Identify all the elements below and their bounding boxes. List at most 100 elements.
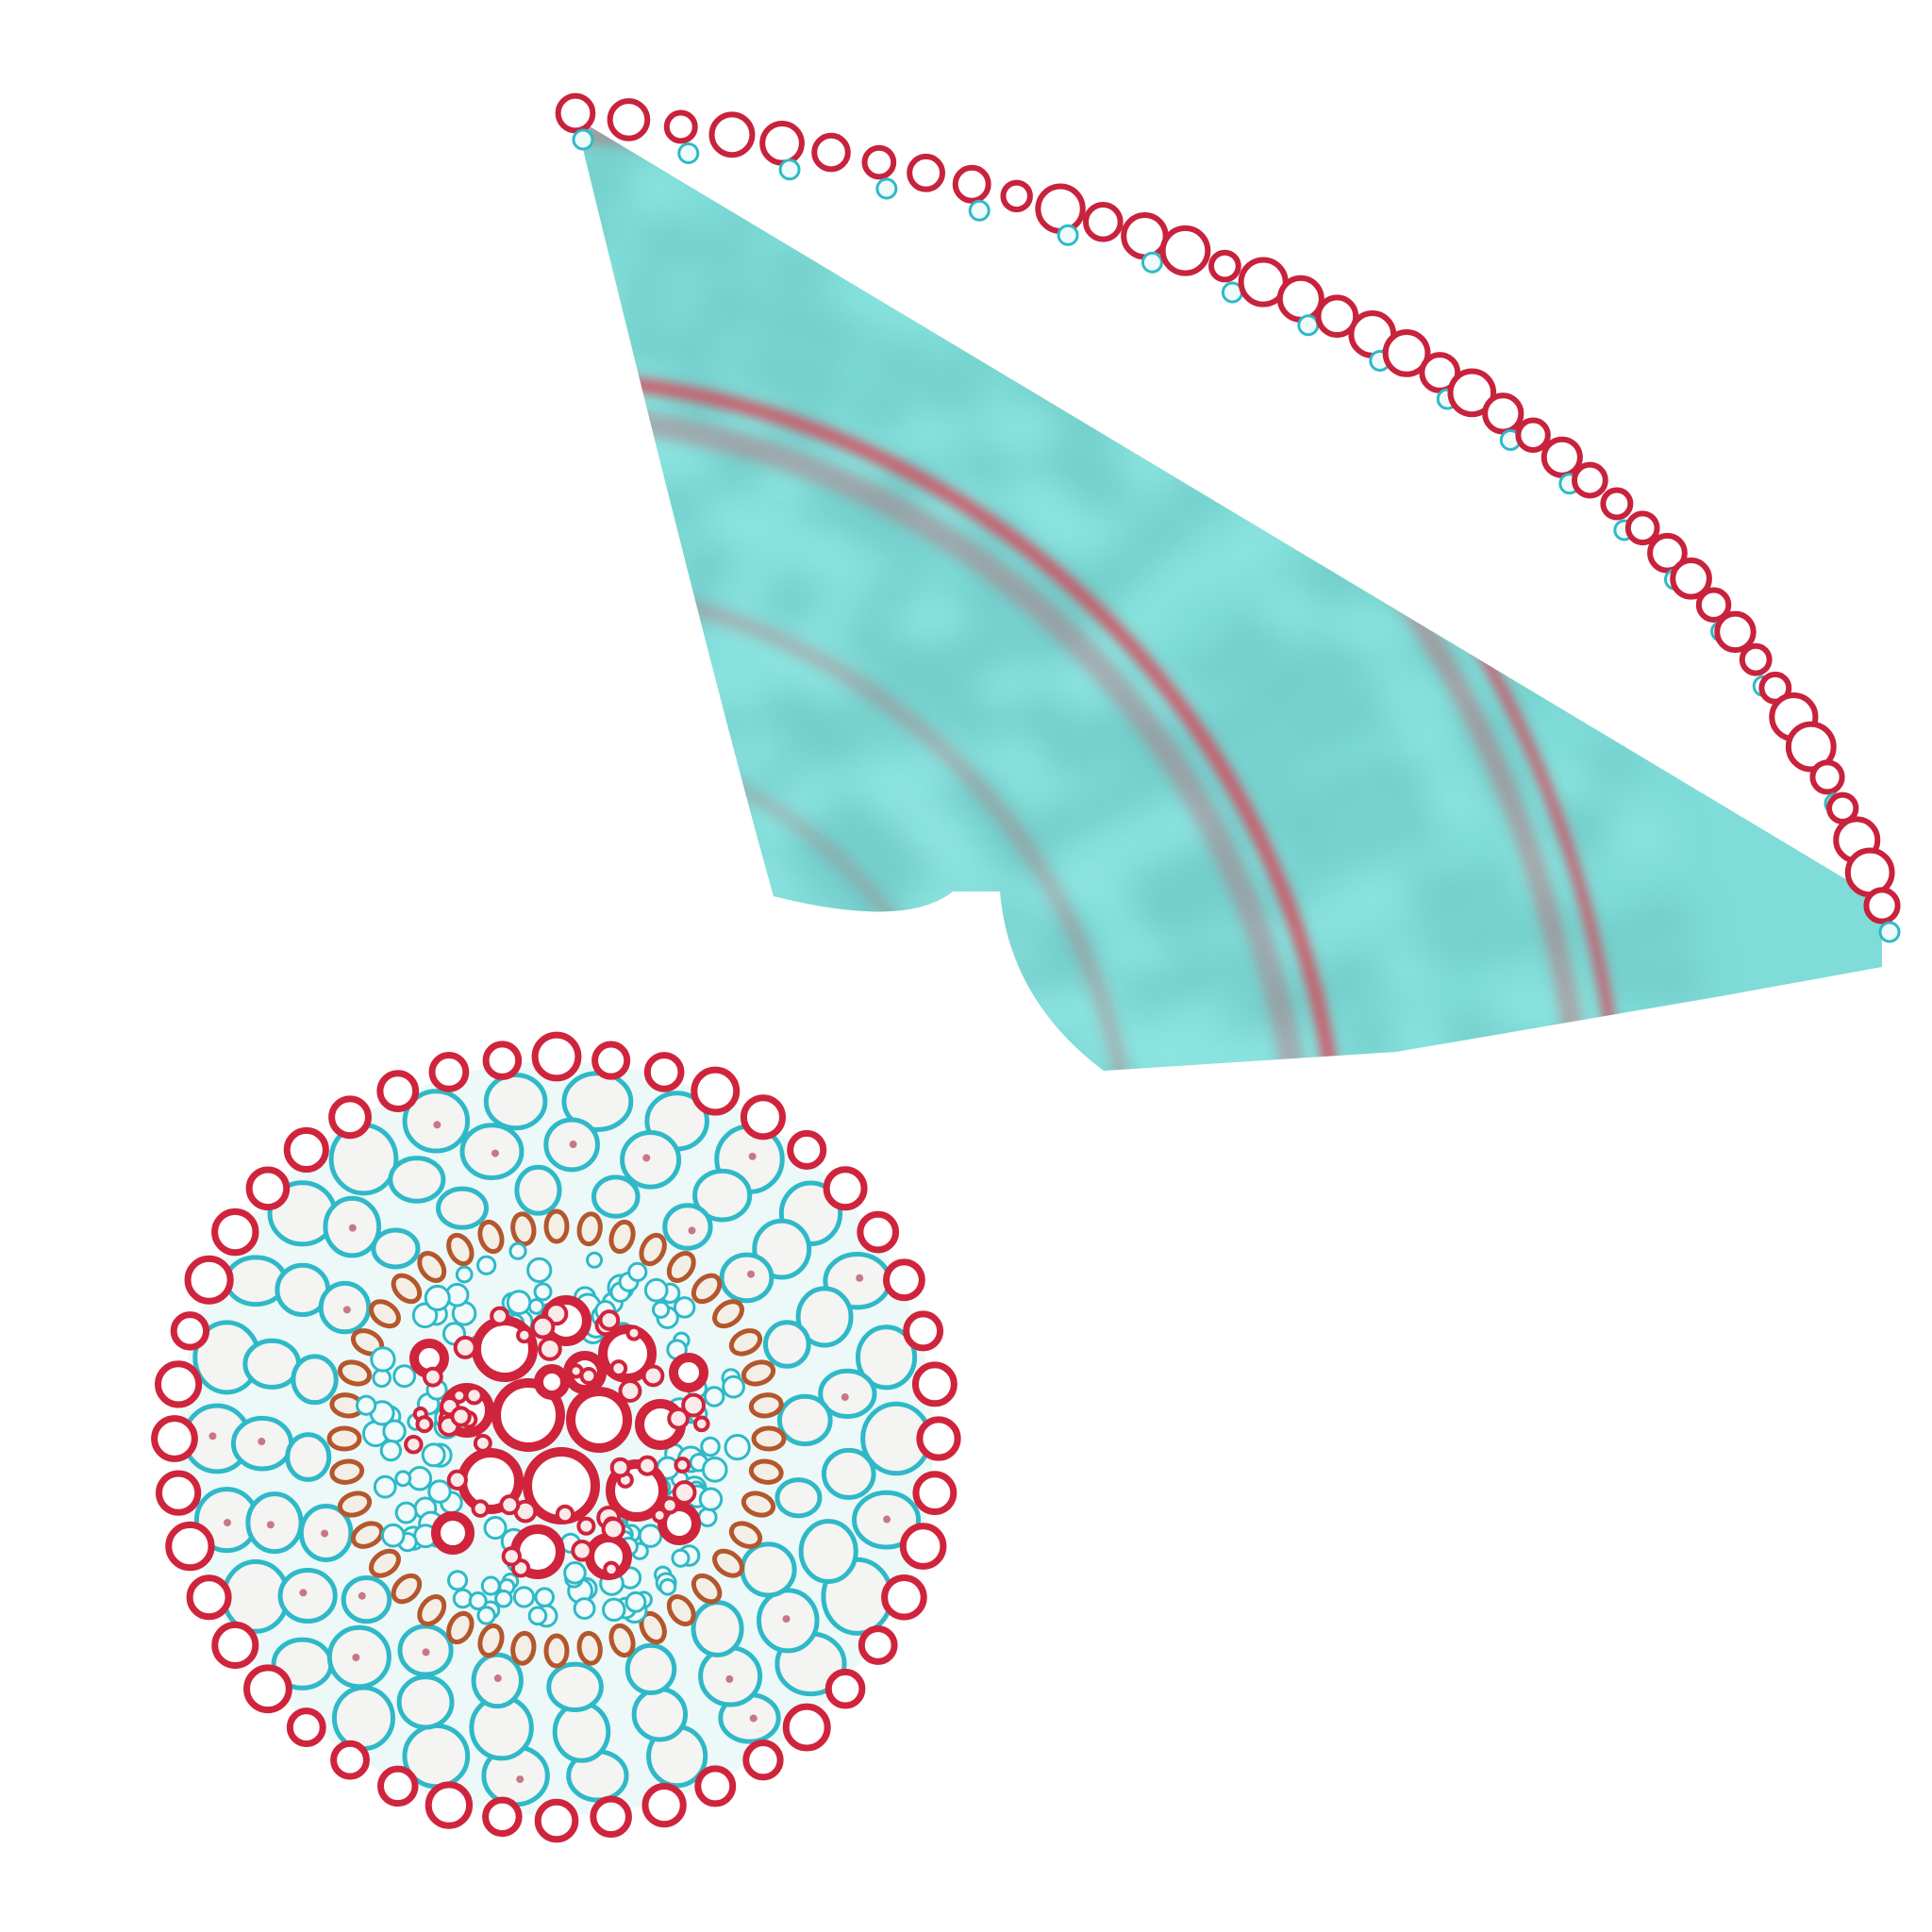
- cortex-cell: [1382, 952, 1433, 990]
- cortex-cell: [695, 282, 763, 329]
- cortex-cell: [605, 9, 654, 47]
- cortex-cell: [907, 1001, 963, 1047]
- cortex-cell: [1162, 407, 1219, 447]
- cortex-cell: [424, 315, 485, 361]
- cortex-cell: [963, 267, 1015, 314]
- endodermis-cell: [477, 1219, 505, 1255]
- cortex-cell: [575, 887, 579, 926]
- protoxylem-cell: [625, 1324, 642, 1341]
- cortex-cell: [501, 675, 571, 723]
- protoxylem-cell: [516, 1326, 533, 1344]
- endodermis-cell: [691, 1273, 723, 1305]
- cortex-cell: [285, 1432, 332, 1482]
- protoxylem-cell: [453, 1335, 477, 1359]
- cortex-cell: [1211, 531, 1277, 575]
- cortex-cell: [774, 1477, 823, 1519]
- starch-grain: [841, 1393, 849, 1402]
- cortex-cell: [736, 1013, 794, 1055]
- cortex-cell: [976, 1049, 1034, 1071]
- phloem-cell: [526, 1257, 553, 1283]
- epidermal-cell: [1739, 642, 1773, 676]
- cortex-cell: [1266, 794, 1329, 842]
- cortex-cell: [1399, 722, 1468, 763]
- phloem-cell: [563, 1561, 587, 1585]
- cortex-cell: [985, 1182, 1053, 1224]
- cortex-cell: [546, 1661, 604, 1712]
- protoxylem-cell: [598, 1309, 621, 1331]
- cortex-cell: [1397, 1142, 1471, 1179]
- cortex-cell: [1323, 689, 1393, 733]
- cortex-cell: [490, 780, 562, 824]
- cortex-cell: [1663, 1134, 1722, 1176]
- cortex-cell: [1094, 934, 1166, 974]
- hypodermal-cell: [875, 177, 898, 200]
- cortex-cell: [1070, 466, 1132, 508]
- phloem-cell: [421, 1442, 446, 1468]
- epidermal-cell: [782, 1703, 831, 1752]
- protoxylem-cell: [450, 1406, 472, 1427]
- xylem-vessel: [669, 1353, 708, 1392]
- cortex-cell: [956, 449, 1017, 488]
- cortex-cell: [595, 741, 647, 778]
- cortex-cell: [610, 908, 675, 952]
- cortex-cell: [1615, 1211, 1665, 1257]
- cortex-cell: [580, 790, 637, 831]
- epidermal-cell: [1647, 532, 1688, 574]
- cortex-cell: [1311, 409, 1374, 449]
- phloem-cell: [701, 1457, 728, 1483]
- cortex-cell: [933, 1217, 996, 1251]
- cortex-cell: [821, 1059, 873, 1071]
- epidermal-cell: [1785, 721, 1837, 773]
- cortex-cell: [1295, 555, 1368, 600]
- cortex-cell: [795, 1286, 854, 1348]
- cortex-cell: [1260, 591, 1321, 627]
- cortex-cell: [496, 888, 558, 923]
- cortex-cell: [877, 1127, 949, 1168]
- phloem-cell: [638, 1524, 663, 1548]
- cortex-cell: [1107, 816, 1157, 859]
- cortex-cell: [1628, 898, 1696, 945]
- epidermal-cell: [376, 1765, 419, 1807]
- cortex-cell: [671, 821, 740, 869]
- cortex-cell: [575, 789, 620, 824]
- protoxylem-cell: [660, 1496, 679, 1515]
- cortex-cell: [331, 1685, 396, 1752]
- cortex-cell: [809, 317, 862, 357]
- endodermis-cell: [728, 1521, 763, 1549]
- cortex-cell: [795, 1019, 863, 1065]
- phloem-cell: [534, 1587, 555, 1607]
- starch-grain: [749, 1714, 758, 1723]
- cortex-cell: [371, 1227, 421, 1270]
- epidermal-cell: [151, 1415, 198, 1462]
- cortex-cell: [1290, 1262, 1358, 1310]
- phloem-cell: [651, 1300, 671, 1319]
- cortex-cell: [452, 418, 508, 463]
- cortex-cell: [1497, 1275, 1566, 1314]
- phloem-cell: [394, 1501, 418, 1524]
- epidermal-cell: [531, 1031, 582, 1082]
- endodermis-cell: [326, 1425, 362, 1452]
- epidermal-cell: [1515, 417, 1551, 454]
- cortex-cell: [1037, 1081, 1090, 1117]
- epidermal-cell: [740, 1094, 786, 1141]
- cortex-cell: [1551, 1047, 1615, 1071]
- cortex-cell: [933, 1114, 994, 1159]
- cortex-cell: [827, 1107, 888, 1154]
- cortex-cell: [771, 198, 841, 238]
- epidermal-cell: [328, 1095, 372, 1140]
- cortex-cell: [747, 942, 807, 986]
- cortex-cell: [413, 164, 483, 201]
- cortex-cell: [873, 1097, 946, 1142]
- cortex-cell: [1349, 874, 1423, 921]
- cortex-cell: [948, 983, 1018, 1026]
- cortex-cell: [1358, 464, 1428, 513]
- cortex-cell: [584, 473, 643, 519]
- cortex-cell: [552, 1700, 611, 1763]
- cortex-cell: [821, 1447, 876, 1500]
- starch-grain: [491, 1149, 499, 1158]
- cortex-cell: [1358, 758, 1427, 796]
- vascular-cylinder-rim: [151, 1031, 961, 1843]
- phloem-cell: [673, 1296, 696, 1319]
- phloem-cell: [370, 1346, 396, 1373]
- epidermal-cell: [1121, 211, 1169, 260]
